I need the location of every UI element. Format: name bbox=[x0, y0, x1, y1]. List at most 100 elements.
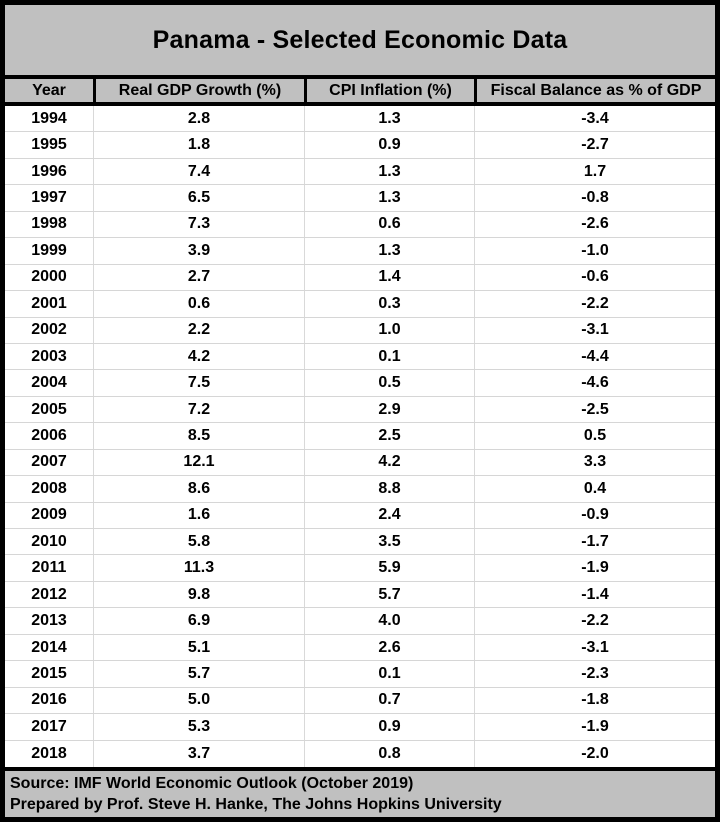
cell-gdp-growth: 8.6 bbox=[93, 476, 304, 502]
table-row: 2004 7.5 0.5 -4.6 bbox=[5, 370, 715, 397]
cell-year: 2003 bbox=[31, 347, 67, 365]
column-header-cpi-inflation: CPI Inflation (%) bbox=[304, 79, 474, 102]
cell-fiscal-balance: 3.3 bbox=[474, 449, 715, 476]
cell-cpi-inflation: 1.0 bbox=[304, 317, 474, 343]
cell-cpi-inflation: 2.4 bbox=[304, 502, 474, 529]
cell-fiscal-balance: 0.5 bbox=[474, 423, 715, 449]
cell-fiscal-balance: -2.2 bbox=[474, 291, 715, 317]
cell-fiscal-balance: -2.2 bbox=[474, 608, 715, 634]
table-row: 2008 8.6 8.8 0.4 bbox=[5, 476, 715, 503]
cell-fiscal-balance: -0.6 bbox=[474, 264, 715, 291]
cell-cpi-inflation: 0.8 bbox=[304, 740, 474, 767]
cell-fiscal-balance: -3.4 bbox=[474, 106, 715, 132]
cell-gdp-growth: 2.8 bbox=[93, 106, 304, 132]
cell-fiscal-balance: 1.7 bbox=[474, 158, 715, 185]
cell-gdp-growth: 3.9 bbox=[93, 238, 304, 264]
cell-fiscal-balance: -1.9 bbox=[474, 555, 715, 581]
table-row: 2013 6.9 4.0 -2.2 bbox=[5, 608, 715, 635]
cell-cpi-inflation: 0.1 bbox=[304, 343, 474, 370]
cell-cpi-inflation: 0.1 bbox=[304, 661, 474, 687]
prepared-by-note: Prepared by Prof. Steve H. Hanke, The Jo… bbox=[10, 796, 502, 814]
cell-year: 2012 bbox=[31, 585, 67, 603]
cell-year: 2013 bbox=[31, 612, 67, 630]
cell-fiscal-balance: -1.4 bbox=[474, 581, 715, 608]
cell-fiscal-balance: -2.6 bbox=[474, 211, 715, 238]
cell-cpi-inflation: 4.0 bbox=[304, 608, 474, 634]
column-header-fiscal-balance: Fiscal Balance as % of GDP bbox=[474, 79, 715, 102]
cell-cpi-inflation: 0.9 bbox=[304, 132, 474, 158]
cell-cpi-inflation: 2.5 bbox=[304, 423, 474, 449]
table-row: 2014 5.1 2.6 -3.1 bbox=[5, 634, 715, 662]
cell-cpi-inflation: 5.9 bbox=[304, 555, 474, 581]
cell-cpi-inflation: 4.2 bbox=[304, 449, 474, 476]
cell-cpi-inflation: 1.4 bbox=[304, 264, 474, 291]
cell-cpi-inflation: 1.3 bbox=[304, 185, 474, 211]
cell-fiscal-balance: -1.7 bbox=[474, 529, 715, 555]
table-body: 1994 2.8 1.3 -3.4 1995 1.8 0.9 -2.7 1996… bbox=[5, 106, 715, 767]
cell-gdp-growth: 5.7 bbox=[93, 661, 304, 687]
table-row: 1996 7.4 1.3 1.7 bbox=[5, 158, 715, 186]
cell-cpi-inflation: 0.6 bbox=[304, 211, 474, 238]
cell-gdp-growth: 12.1 bbox=[93, 449, 304, 476]
cell-gdp-growth: 7.3 bbox=[93, 211, 304, 238]
cell-year: 1995 bbox=[31, 136, 67, 154]
cell-year: 2000 bbox=[31, 268, 67, 286]
table-row: 2006 8.5 2.5 0.5 bbox=[5, 423, 715, 450]
cell-fiscal-balance: -1.0 bbox=[474, 238, 715, 264]
table-row: 2016 5.0 0.7 -1.8 bbox=[5, 687, 715, 715]
cell-gdp-growth: 3.7 bbox=[93, 740, 304, 767]
table-row: 2000 2.7 1.4 -0.6 bbox=[5, 264, 715, 292]
table-row: 2003 4.2 0.1 -4.4 bbox=[5, 343, 715, 371]
cell-year: 2002 bbox=[31, 321, 67, 339]
table-row: 2011 11.3 5.9 -1.9 bbox=[5, 555, 715, 582]
cell-cpi-inflation: 1.3 bbox=[304, 158, 474, 185]
source-note: Source: IMF World Economic Outlook (Octo… bbox=[10, 774, 414, 792]
cell-year: 1998 bbox=[31, 215, 67, 233]
cell-year: 2006 bbox=[31, 426, 67, 444]
cell-gdp-growth: 6.5 bbox=[93, 185, 304, 211]
cell-year: 2008 bbox=[31, 479, 67, 497]
cell-year: 1994 bbox=[31, 109, 67, 127]
cell-gdp-growth: 5.3 bbox=[93, 714, 304, 740]
table-header-row: Year Real GDP Growth (%) CPI Inflation (… bbox=[5, 79, 715, 106]
table-row: 2017 5.3 0.9 -1.9 bbox=[5, 714, 715, 741]
cell-year: 1997 bbox=[31, 189, 67, 207]
cell-year: 2014 bbox=[31, 638, 67, 656]
cell-fiscal-balance: -1.9 bbox=[474, 714, 715, 740]
cell-gdp-growth: 0.6 bbox=[93, 291, 304, 317]
cell-gdp-growth: 7.4 bbox=[93, 158, 304, 185]
cell-fiscal-balance: -2.3 bbox=[474, 661, 715, 687]
table-row: 2018 3.7 0.8 -2.0 bbox=[5, 740, 715, 767]
table-title: Panama - Selected Economic Data bbox=[152, 25, 568, 54]
cell-fiscal-balance: 0.4 bbox=[474, 476, 715, 502]
cell-cpi-inflation: 0.3 bbox=[304, 291, 474, 317]
cell-fiscal-balance: -2.5 bbox=[474, 396, 715, 423]
cell-cpi-inflation: 8.8 bbox=[304, 476, 474, 502]
cell-year: 1999 bbox=[31, 241, 67, 259]
cell-gdp-growth: 9.8 bbox=[93, 581, 304, 608]
cell-gdp-growth: 7.5 bbox=[93, 370, 304, 396]
table-row: 1998 7.3 0.6 -2.6 bbox=[5, 211, 715, 239]
cell-gdp-growth: 8.5 bbox=[93, 423, 304, 449]
cell-year: 2018 bbox=[31, 744, 67, 762]
cell-gdp-growth: 6.9 bbox=[93, 608, 304, 634]
cell-year: 2015 bbox=[31, 664, 67, 682]
table-row: 2015 5.7 0.1 -2.3 bbox=[5, 661, 715, 688]
cell-gdp-growth: 4.2 bbox=[93, 343, 304, 370]
cell-fiscal-balance: -2.7 bbox=[474, 132, 715, 158]
cell-cpi-inflation: 0.7 bbox=[304, 687, 474, 714]
column-header-year: Year bbox=[32, 81, 66, 99]
cell-gdp-growth: 1.8 bbox=[93, 132, 304, 158]
cell-year: 2009 bbox=[31, 506, 67, 524]
cell-year: 2001 bbox=[31, 294, 67, 312]
cell-gdp-growth: 11.3 bbox=[93, 555, 304, 581]
cell-gdp-growth: 1.6 bbox=[93, 502, 304, 529]
cell-fiscal-balance: -3.1 bbox=[474, 317, 715, 343]
cell-gdp-growth: 5.1 bbox=[93, 634, 304, 661]
table-row: 2012 9.8 5.7 -1.4 bbox=[5, 581, 715, 609]
cell-cpi-inflation: 2.6 bbox=[304, 634, 474, 661]
cell-fiscal-balance: -0.9 bbox=[474, 502, 715, 529]
table-row: 2007 12.1 4.2 3.3 bbox=[5, 449, 715, 477]
column-header-gdp-growth: Real GDP Growth (%) bbox=[93, 79, 304, 102]
cell-fiscal-balance: -4.6 bbox=[474, 370, 715, 396]
